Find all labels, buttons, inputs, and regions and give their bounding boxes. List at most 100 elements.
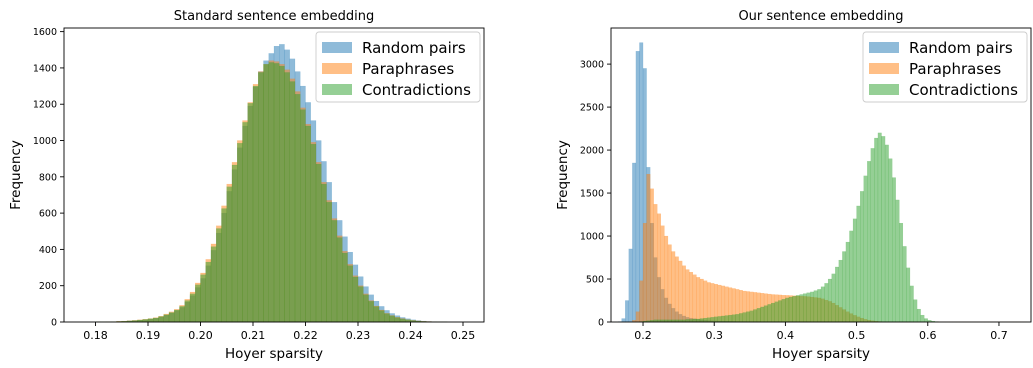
histogram-bar xyxy=(679,261,683,322)
histogram-bar xyxy=(174,310,179,322)
histogram-bar xyxy=(921,315,925,322)
histogram-bar xyxy=(910,286,914,322)
histogram-bar xyxy=(860,191,864,322)
histogram-bar xyxy=(817,289,821,322)
histogram-bar xyxy=(337,238,342,322)
chart-title: Standard sentence embedding xyxy=(174,9,374,24)
histogram-bar xyxy=(636,312,640,322)
histogram-bar xyxy=(785,298,789,322)
histogram-bar xyxy=(348,266,353,322)
histogram-bar xyxy=(924,319,928,322)
histogram-bar xyxy=(807,293,811,322)
histogram-bar xyxy=(736,314,740,322)
histogram-bar xyxy=(358,287,363,322)
histogram-bar xyxy=(279,66,284,322)
legend: Random pairs Paraphrases Contradictions xyxy=(863,32,1027,102)
legend-swatch xyxy=(322,63,352,74)
histogram-bar xyxy=(248,103,253,322)
histogram-bar xyxy=(285,72,290,322)
histogram-bar xyxy=(849,231,853,322)
legend-label: Contradictions xyxy=(909,81,1018,99)
histogram-bar xyxy=(647,174,651,322)
histogram-bar xyxy=(793,296,797,322)
histogram-bar xyxy=(629,249,633,322)
y-tick-label: 800 xyxy=(39,172,57,183)
histogram-bar xyxy=(753,310,757,322)
y-tick-label: 0 xyxy=(51,318,57,329)
histogram-bar xyxy=(810,292,814,322)
histogram-bar xyxy=(148,319,153,322)
histogram-bar xyxy=(264,64,269,322)
histogram-bar xyxy=(169,313,174,322)
x-tick-label: 0.23 xyxy=(346,329,371,342)
histogram-bar xyxy=(227,187,232,322)
x-tick-label: 0.25 xyxy=(451,329,476,342)
histogram-bar xyxy=(846,242,850,322)
y-tick-label: 400 xyxy=(39,245,57,256)
histogram-bar xyxy=(775,302,779,322)
x-tick-label: 0.24 xyxy=(398,329,423,342)
histogram-bar xyxy=(825,283,829,322)
histogram-bar xyxy=(714,284,718,322)
histogram-bar xyxy=(374,307,379,322)
histogram-bar xyxy=(700,279,704,322)
histogram-bar xyxy=(743,313,747,322)
histogram-bar xyxy=(672,252,676,322)
histogram-bar xyxy=(363,295,368,322)
histogram-bar xyxy=(728,315,732,322)
histogram-bar xyxy=(384,314,389,322)
histogram-bar xyxy=(796,295,800,322)
x-tick-label: 0.18 xyxy=(83,329,108,342)
y-tick-label: 1000 xyxy=(580,232,604,243)
histogram-bar xyxy=(639,281,643,322)
histogram-bar xyxy=(864,176,868,322)
legend-label: Random pairs xyxy=(909,39,1013,57)
legend-swatch xyxy=(869,42,899,53)
histogram-bar xyxy=(625,301,629,322)
histogram-bar xyxy=(704,318,708,322)
histogram-bar xyxy=(732,315,736,322)
histogram-bar xyxy=(768,304,772,322)
histogram-bar xyxy=(867,161,871,322)
histogram-bar xyxy=(689,272,693,322)
histogram-bar xyxy=(295,94,300,322)
histogram-bar xyxy=(258,72,263,322)
histogram-bar xyxy=(206,262,211,322)
histogram-bar xyxy=(300,110,305,322)
histogram-bar xyxy=(874,138,878,322)
histogram-bar xyxy=(316,164,321,322)
y-tick-label: 3000 xyxy=(580,60,604,71)
histogram-bar xyxy=(153,318,158,322)
legend-label: Paraphrases xyxy=(909,60,1001,78)
legend-label: Paraphrases xyxy=(362,60,454,78)
histogram-bar xyxy=(821,287,825,322)
histogram-bar xyxy=(321,184,326,322)
histogram-bar xyxy=(711,283,715,322)
histogram-bar xyxy=(739,313,743,322)
histogram-bar xyxy=(696,277,700,322)
x-tick-label: 0.6 xyxy=(919,329,937,342)
y-axis-label: Frequency xyxy=(555,140,571,210)
histogram-bar xyxy=(696,319,700,322)
histogram-bar xyxy=(882,136,886,322)
histogram-bar xyxy=(639,43,643,322)
histogram-bar xyxy=(379,311,384,322)
histogram-bar xyxy=(693,319,697,322)
y-tick-label: 200 xyxy=(39,281,57,292)
histogram-bar xyxy=(878,133,882,322)
histogram-bar xyxy=(707,282,711,322)
x-tick-label: 0.5 xyxy=(848,329,866,342)
x-tick-label: 0.3 xyxy=(705,329,723,342)
histogram-bar xyxy=(180,306,185,322)
histogram-bar xyxy=(853,219,857,322)
histogram-bar xyxy=(650,189,654,322)
histogram-bar xyxy=(828,279,832,322)
histogram-bar xyxy=(353,277,358,322)
x-tick-label: 0.20 xyxy=(188,329,213,342)
histogram-bar xyxy=(782,299,786,322)
histogram-bar xyxy=(390,316,395,322)
legend-swatch xyxy=(869,84,899,95)
